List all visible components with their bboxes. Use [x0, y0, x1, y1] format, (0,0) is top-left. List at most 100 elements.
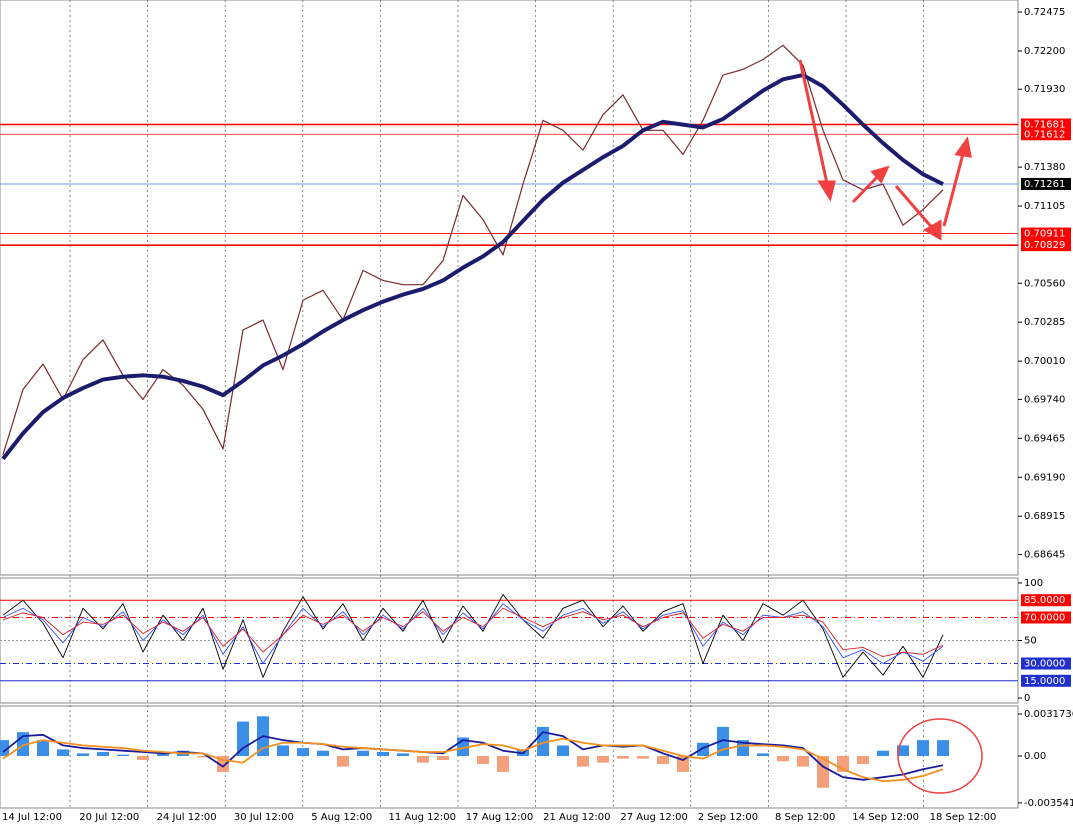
level-label: 30.0000 [1024, 659, 1065, 670]
level-label: 85.0000 [1024, 595, 1065, 606]
level-label: 70.0000 [1024, 612, 1065, 623]
histogram-bar [597, 756, 609, 763]
y-tick-label: 0.72475 [1024, 7, 1065, 18]
x-tick-label: 30 Jul 12:00 [234, 812, 294, 823]
histogram-bar [937, 740, 949, 757]
histogram-bar [497, 756, 509, 772]
histogram-bar [77, 753, 89, 757]
y-tick-label: 0.72200 [1024, 46, 1065, 57]
x-tick-label: 18 Sep 12:00 [930, 812, 997, 823]
histogram-bar [0, 740, 9, 757]
arrow-head [922, 219, 942, 241]
level-label-box [1021, 128, 1071, 141]
histogram-bar [417, 756, 429, 763]
x-tick-label: 5 Aug 12:00 [311, 812, 372, 823]
arrow-head [870, 165, 890, 184]
x-tick-label: 11 Aug 12:00 [389, 812, 456, 823]
histogram-bar [777, 756, 789, 762]
level-label-box [1021, 611, 1071, 624]
x-tick-label: 14 Sep 12:00 [852, 812, 919, 823]
x-tick-label: 2 Sep 12:00 [698, 812, 758, 823]
arrow [894, 185, 936, 231]
level-label-box [1021, 177, 1071, 190]
histogram-bar [657, 756, 669, 764]
arrow [942, 149, 966, 227]
y-tick-label: 0.69740 [1024, 394, 1065, 405]
arrow [851, 172, 882, 204]
histogram-bar [317, 750, 329, 757]
level-label: 0.71612 [1024, 129, 1065, 140]
y-tick-label: 0.68915 [1024, 511, 1065, 522]
y-tick-label: 0.68645 [1024, 549, 1065, 560]
level-label-box [1021, 227, 1071, 240]
y-tick-label: 100 [1024, 578, 1043, 589]
arrow-head [954, 136, 972, 158]
y-tick-label: 0.71380 [1024, 162, 1065, 173]
histogram-bar [297, 748, 309, 757]
histogram-bar [737, 740, 749, 757]
x-tick-label: 8 Sep 12:00 [775, 812, 835, 823]
histogram-bar [397, 753, 409, 757]
x-tick-label: 27 Aug 12:00 [620, 812, 687, 823]
level-label: 0.71681 [1024, 119, 1065, 130]
y-tick-label: 0.70560 [1024, 278, 1065, 289]
histogram-bar [477, 756, 489, 764]
histogram-bar [377, 752, 389, 757]
level-label: 0.70829 [1024, 240, 1065, 251]
y-tick-label: 0 [1024, 693, 1030, 704]
histogram-bar [557, 745, 569, 757]
histogram-bar [137, 756, 149, 760]
histogram-bar [697, 742, 709, 757]
histogram-bar [897, 745, 909, 757]
histogram-bar [677, 756, 689, 772]
level-label-box [1021, 239, 1071, 252]
histogram-bar [797, 756, 809, 767]
histogram-bar [917, 740, 929, 757]
series-line [2, 607, 944, 658]
y-tick-label: 0.69190 [1024, 472, 1065, 483]
series-line [2, 731, 944, 781]
x-tick-label: 17 Aug 12:00 [466, 812, 533, 823]
histogram-bar [337, 756, 349, 767]
highlight-circle [897, 718, 983, 794]
y-tick-label: 0.70285 [1024, 317, 1065, 328]
arrow [798, 59, 830, 189]
series-line [1, 73, 944, 461]
series-line [2, 594, 944, 678]
series-line [2, 737, 944, 783]
histogram-bar [57, 749, 69, 757]
histogram-bar [117, 754, 129, 757]
level-label: 0.71261 [1024, 179, 1065, 190]
histogram-bar [197, 756, 209, 758]
annotations [798, 59, 983, 794]
histogram-bar [357, 750, 369, 757]
histogram-bar [577, 756, 589, 767]
histogram-bar [277, 745, 289, 757]
level-label-box [1021, 118, 1071, 131]
histogram-bar [97, 752, 109, 757]
y-tick-label: 0.71105 [1024, 201, 1065, 212]
histogram-bar [877, 750, 889, 757]
main-panel [0, 0, 1019, 576]
level-label: 15.0000 [1024, 676, 1065, 687]
y-tick-label: 0.00 [1024, 751, 1046, 762]
y-tick-label: 50 [1024, 636, 1037, 647]
histogram-bar [157, 753, 169, 757]
histogram-bar [237, 721, 249, 757]
x-tick-label: 20 Jul 12:00 [79, 812, 139, 823]
x-tick-label: 14 Jul 12:00 [2, 812, 62, 823]
histogram-bar [37, 740, 49, 757]
arrow-head [817, 180, 836, 202]
histogram-bar [857, 756, 869, 764]
level-label-box [1021, 594, 1071, 607]
histogram-bar [437, 756, 449, 760]
y-tick-label: 0.0031736 [1024, 709, 1073, 720]
histogram-bar [637, 756, 649, 759]
level-label-box [1021, 674, 1071, 687]
y-tick-label: -0.0035412 [1024, 798, 1073, 809]
plot-layer [0, 44, 1018, 788]
level-label-box [1021, 657, 1071, 670]
x-tick-label: 21 Aug 12:00 [543, 812, 610, 823]
